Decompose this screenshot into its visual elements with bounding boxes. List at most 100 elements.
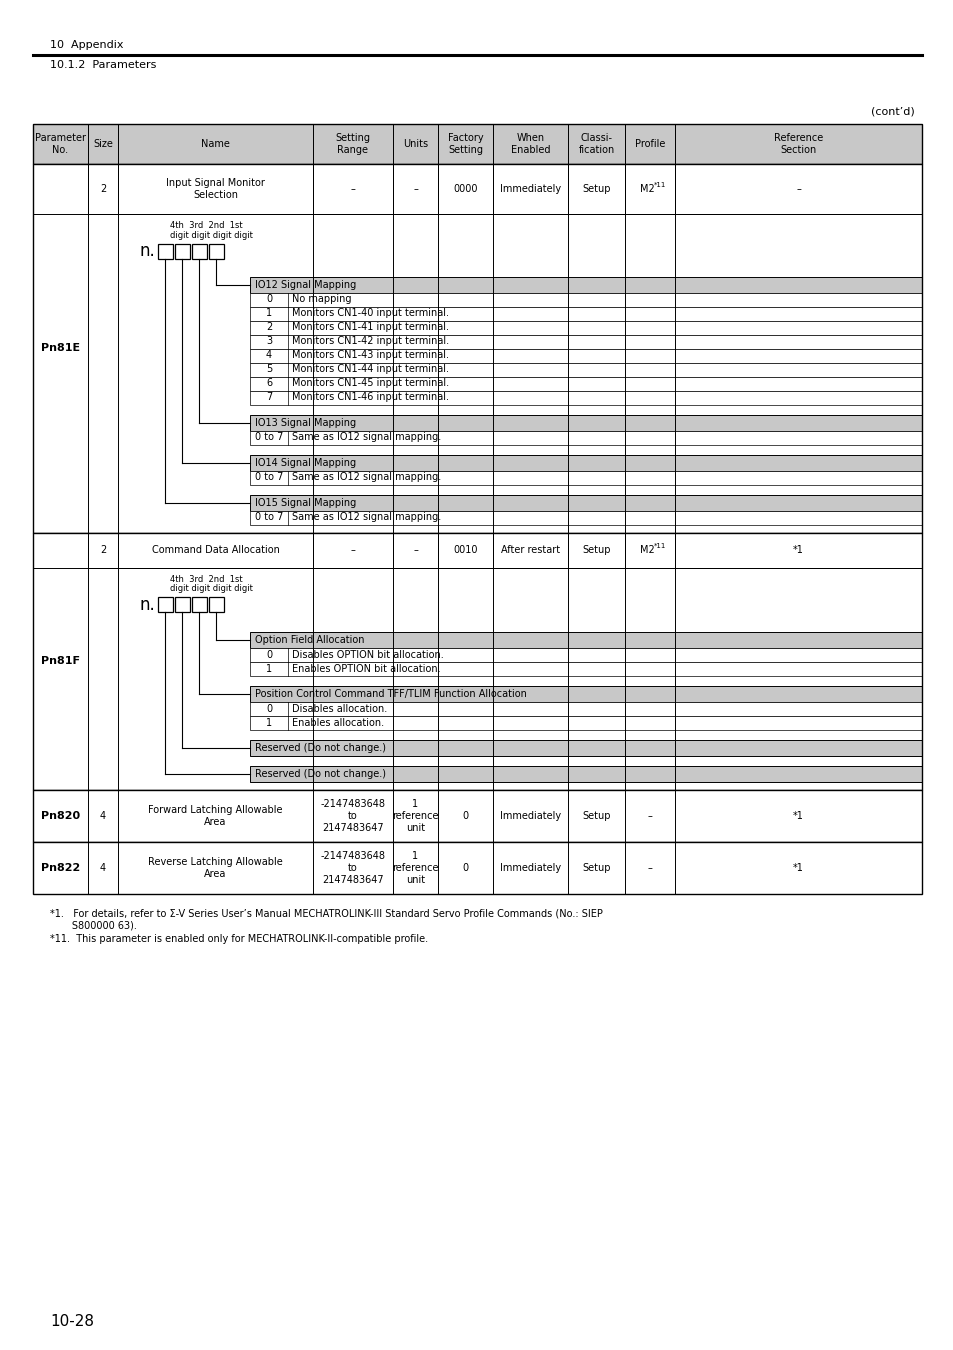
Text: *11.  This parameter is enabled only for MECHATROLINK-II-compatible profile.: *11. This parameter is enabled only for … [50, 934, 428, 944]
Text: Reference
Section: Reference Section [773, 134, 822, 155]
Text: When
Enabled: When Enabled [510, 134, 550, 155]
Text: 3: 3 [266, 336, 272, 347]
Text: -2147483648
to
2147483647: -2147483648 to 2147483647 [320, 852, 385, 884]
Text: 0 to 7: 0 to 7 [254, 513, 283, 522]
Text: 7: 7 [266, 393, 272, 402]
Text: Pn822: Pn822 [41, 863, 80, 873]
Text: Command Data Allocation: Command Data Allocation [152, 545, 279, 555]
Text: 4th  3rd  2nd  1st: 4th 3rd 2nd 1st [170, 575, 242, 585]
Bar [250, 471, 921, 485]
Bar [33, 163, 921, 532]
Bar [250, 494, 921, 510]
Text: 10-28: 10-28 [50, 1315, 94, 1330]
Text: Disables OPTION bit allocation.: Disables OPTION bit allocation. [292, 649, 443, 660]
Bar [158, 243, 172, 258]
Bar [209, 597, 224, 612]
Text: Reverse Latching Allowable
Area: Reverse Latching Allowable Area [148, 857, 283, 879]
Bar [158, 597, 172, 612]
Text: Immediately: Immediately [499, 863, 560, 873]
Text: Pn81E: Pn81E [41, 343, 80, 354]
Text: *11: *11 [653, 543, 665, 549]
Text: –: – [350, 545, 355, 555]
Text: 4: 4 [266, 351, 272, 360]
Text: M2: M2 [639, 545, 654, 555]
Text: M2: M2 [639, 184, 654, 194]
Text: 0: 0 [266, 649, 272, 660]
Text: 0 to 7: 0 to 7 [254, 472, 283, 482]
Text: After restart: After restart [500, 545, 559, 555]
Bar [250, 431, 921, 444]
Bar [250, 293, 921, 306]
Bar [33, 790, 921, 842]
Bar [567, 124, 624, 163]
Text: Same as IO12 signal mapping.: Same as IO12 signal mapping. [292, 513, 441, 522]
Text: Reserved (Do not change.): Reserved (Do not change.) [254, 769, 386, 779]
Bar [250, 390, 921, 405]
Text: Disables allocation.: Disables allocation. [292, 703, 387, 714]
Bar [250, 320, 921, 335]
Text: Setup: Setup [581, 811, 610, 821]
Bar [192, 243, 207, 258]
Text: –: – [413, 545, 417, 555]
Text: Name: Name [201, 139, 230, 148]
Text: Monitors CN1-41 input terminal.: Monitors CN1-41 input terminal. [292, 323, 449, 332]
Bar [33, 124, 88, 163]
Text: 4: 4 [100, 863, 106, 873]
Text: 5: 5 [266, 364, 272, 374]
Bar [250, 510, 921, 525]
Text: –: – [795, 184, 801, 194]
Text: Setup: Setup [581, 545, 610, 555]
Text: *11: *11 [653, 182, 665, 188]
Text: Setup: Setup [581, 184, 610, 194]
Bar [250, 306, 921, 320]
Text: Monitors CN1-46 input terminal.: Monitors CN1-46 input terminal. [292, 393, 449, 402]
Text: digit digit digit digit: digit digit digit digit [170, 585, 253, 593]
Text: 0010: 0010 [453, 545, 477, 555]
Text: 6: 6 [266, 378, 272, 389]
Bar [174, 597, 190, 612]
Bar [675, 124, 921, 163]
Text: No mapping: No mapping [292, 294, 351, 305]
Bar [250, 377, 921, 390]
Text: –: – [647, 863, 652, 873]
Text: 4: 4 [100, 811, 106, 821]
Text: *1.   For details, refer to Σ-V Series User’s Manual MECHATROLINK-III Standard S: *1. For details, refer to Σ-V Series Use… [50, 909, 602, 918]
Bar [437, 124, 493, 163]
Bar [118, 124, 313, 163]
Bar [33, 163, 921, 215]
Text: 4th  3rd  2nd  1st: 4th 3rd 2nd 1st [170, 221, 242, 231]
Text: IO13 Signal Mapping: IO13 Signal Mapping [254, 417, 355, 428]
Bar [250, 363, 921, 377]
Bar [250, 765, 921, 782]
Bar [493, 124, 567, 163]
Text: Reserved (Do not change.): Reserved (Do not change.) [254, 743, 386, 753]
Bar [624, 124, 675, 163]
Text: Same as IO12 signal mapping.: Same as IO12 signal mapping. [292, 472, 441, 482]
Bar [88, 124, 118, 163]
Bar [250, 740, 921, 756]
Text: S800000 63).: S800000 63). [50, 921, 136, 931]
Text: 0: 0 [266, 703, 272, 714]
Text: Classi-
fication: Classi- fication [578, 134, 614, 155]
Bar [250, 648, 921, 662]
Text: Same as IO12 signal mapping.: Same as IO12 signal mapping. [292, 432, 441, 443]
Text: 0: 0 [462, 811, 468, 821]
Text: Size: Size [93, 139, 112, 148]
Text: 0 to 7: 0 to 7 [254, 432, 283, 443]
Text: 1: 1 [266, 718, 272, 728]
Text: Enables OPTION bit allocation.: Enables OPTION bit allocation. [292, 664, 440, 674]
Text: Factory
Setting: Factory Setting [447, 134, 483, 155]
Bar [33, 532, 921, 790]
Text: –: – [413, 184, 417, 194]
Text: Monitors CN1-43 input terminal.: Monitors CN1-43 input terminal. [292, 351, 449, 360]
Text: 1
reference
unit: 1 reference unit [392, 852, 438, 884]
Text: Immediately: Immediately [499, 811, 560, 821]
Bar [33, 842, 921, 894]
Text: IO12 Signal Mapping: IO12 Signal Mapping [254, 279, 355, 289]
Text: Enables allocation.: Enables allocation. [292, 718, 384, 728]
Text: 1: 1 [266, 664, 272, 674]
Text: Monitors CN1-40 input terminal.: Monitors CN1-40 input terminal. [292, 309, 449, 319]
Bar [250, 348, 921, 363]
Text: Option Field Allocation: Option Field Allocation [254, 634, 364, 645]
Bar [250, 686, 921, 702]
